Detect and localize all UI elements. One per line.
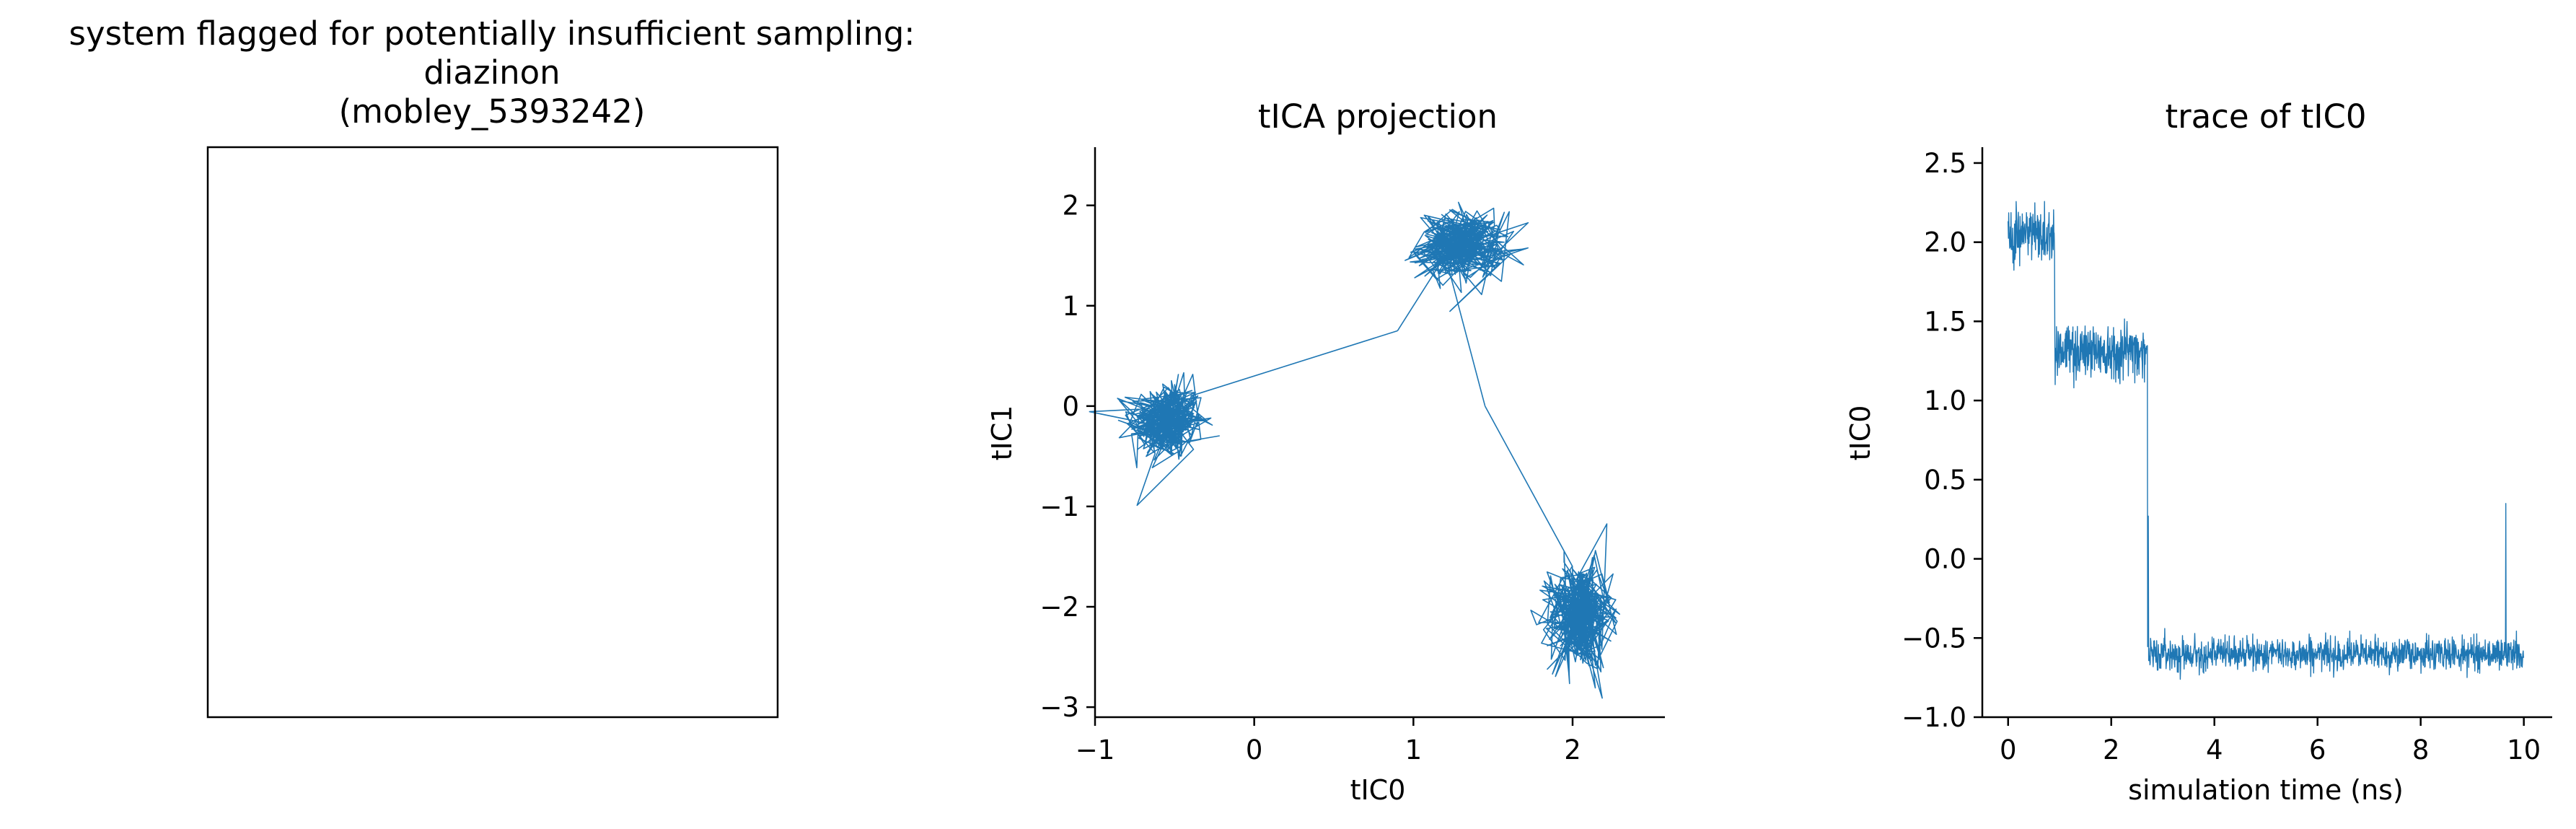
trace-xtick-label: 2 xyxy=(2103,734,2120,766)
tica-projection-xtick-label: −1 xyxy=(1076,734,1115,766)
tica-projection-series xyxy=(1089,201,1620,699)
trace-ytick-label: 2.0 xyxy=(1924,227,1966,258)
tica-transition-line-1 xyxy=(1190,330,1398,397)
tica-projection-xlabel: tIC0 xyxy=(1350,774,1406,806)
trace-ytick-label: 0.5 xyxy=(1924,465,1966,496)
tica-cluster-trajectory-3 xyxy=(1530,523,1620,699)
trace-xtick-label: 6 xyxy=(2309,734,2326,766)
trace-axes: 0 2 4 6 8 10 −1.0 −0.5 0.0 0.5 1.0 1.5 2.0 2.5 xyxy=(1902,147,2552,766)
tica-transition-line-2 xyxy=(1397,255,1446,331)
trace-xtick-label: 10 xyxy=(2507,734,2541,766)
tica-projection-title: tICA projection xyxy=(1258,97,1498,136)
figure-title-line-3: (mobley_5393242) xyxy=(339,92,646,131)
trace-ytick-label: −0.5 xyxy=(1902,623,1966,654)
tica-transition-line-4 xyxy=(1484,405,1573,567)
trace-panel: trace of tIC0 0 2 4 6 8 10 −1.0 −0.5 0.0 0.5 1.0 1.… xyxy=(1845,97,2552,806)
tica-projection-ytick-label: −2 xyxy=(1039,592,1079,623)
tica-projection-ytick-label: 2 xyxy=(1062,190,1079,221)
tica-projection-axes: −1 0 1 2 −3 −2 −1 0 1 2 xyxy=(1039,147,1665,766)
trace-ylabel: tIC0 xyxy=(1845,405,1876,461)
trace-xtick-label: 4 xyxy=(2206,734,2223,766)
trace-ytick-label: 1.0 xyxy=(1924,385,1966,416)
tica-projection-ytick-label: −3 xyxy=(1039,692,1079,723)
figure-title-line-2: diazinon xyxy=(423,53,560,92)
tica-projection-xtick-label: 1 xyxy=(1405,734,1423,766)
trace-xtick-label: 8 xyxy=(2412,734,2430,766)
tica-projection-xtick-label: 2 xyxy=(1564,734,1581,766)
trace-ytick-label: 0.0 xyxy=(1924,544,1966,575)
tica-transition-line-3 xyxy=(1444,255,1486,407)
trace-ytick-label: 1.5 xyxy=(1924,306,1966,337)
tica-projection-ytick-label: −1 xyxy=(1039,491,1079,522)
tica-projection-ytick-label: 0 xyxy=(1062,391,1079,422)
trace-title: trace of tIC0 xyxy=(2165,97,2366,136)
trace-tic0-line xyxy=(2008,201,2525,680)
trace-xlabel: simulation time (ns) xyxy=(2128,774,2404,806)
molecule-frame xyxy=(206,146,779,719)
trace-xtick-label: 0 xyxy=(2000,734,2017,766)
molecule-panel xyxy=(206,146,779,719)
tica-projection-panel: tICA projection −1 0 1 2 −3 −2 −1 0 1 2 tIC0 tIC1 xyxy=(986,97,1665,806)
tica-projection-xtick-label: 0 xyxy=(1246,734,1263,766)
figure-title: system flagged for potentially insuffici… xyxy=(69,14,915,131)
tica-cluster-trajectory-2 xyxy=(1405,201,1529,312)
trace-ytick-label: −1.0 xyxy=(1902,702,1966,733)
tica-projection-ylabel: tIC1 xyxy=(986,405,1018,461)
trace-series xyxy=(2008,201,2525,680)
figure-title-line-1: system flagged for potentially insuffici… xyxy=(69,14,915,53)
trace-ytick-label: 2.5 xyxy=(1924,148,1966,179)
tica-projection-ytick-label: 1 xyxy=(1062,291,1079,322)
tica-cluster-trajectory-1 xyxy=(1089,372,1220,506)
